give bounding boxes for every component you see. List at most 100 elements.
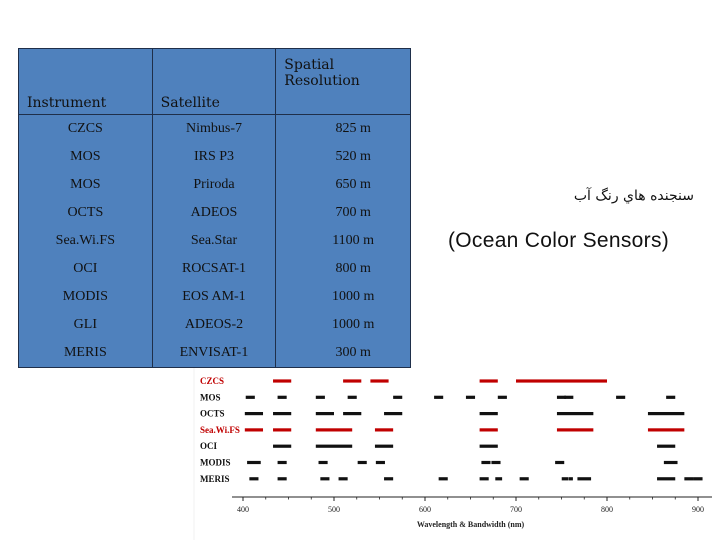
persian-title: سنجنده هاي رنگ آب xyxy=(573,188,694,204)
resolution-cell: 300 m xyxy=(275,339,411,368)
band-bar xyxy=(277,477,287,481)
band-bar xyxy=(384,477,394,481)
band-bar xyxy=(519,477,529,481)
satellite-cell: Priroda xyxy=(152,171,277,199)
band-bar xyxy=(374,444,394,448)
instrument-cell: MOS xyxy=(18,171,153,199)
band-bar xyxy=(338,477,348,481)
sensor-row-label: OCI xyxy=(200,441,218,451)
band-bar xyxy=(479,477,489,481)
band-bar xyxy=(315,428,334,432)
band-bar xyxy=(315,395,325,399)
instrument-cell: OCI xyxy=(18,255,153,283)
satellite-cell: Sea.Star xyxy=(152,227,277,255)
english-title: (Ocean Color Sensors) xyxy=(448,229,670,252)
band-bar xyxy=(561,477,569,481)
table-row: MOS Priroda 650 m xyxy=(18,171,411,199)
band-bar xyxy=(320,477,330,481)
header-instrument: Instrument xyxy=(18,48,153,115)
sensor-row-label: MODIS xyxy=(200,458,231,468)
table-row: GLI ADEOS-2 1000 m xyxy=(18,311,411,339)
band-bar xyxy=(277,395,287,399)
band-bar xyxy=(556,428,594,432)
band-bar xyxy=(434,395,444,399)
header-spatial-resolution: Spatial Resolution xyxy=(275,48,411,115)
band-bar xyxy=(273,444,292,448)
band-bar xyxy=(347,395,357,399)
band-bar xyxy=(438,477,448,481)
satellite-cell: ROCSAT-1 xyxy=(152,255,277,283)
band-bar xyxy=(277,460,287,465)
band-bar xyxy=(465,395,476,399)
band-bar xyxy=(479,412,498,416)
table-body: CZCS Nimbus-7 825 m MOS IRS P3 520 m MOS Prirod… xyxy=(18,114,411,368)
resolution-cell: 700 m xyxy=(275,199,411,227)
band-bar xyxy=(245,395,255,399)
x-tick-label: 500 xyxy=(328,505,340,514)
table-row: MERIS ENVISAT-1 300 m xyxy=(18,339,411,368)
satellite-cell: ENVISAT-1 xyxy=(152,339,277,368)
table-row: CZCS Nimbus-7 825 m xyxy=(18,114,411,143)
satellite-cell: Nimbus-7 xyxy=(152,114,277,143)
sensor-row-label: CZCS xyxy=(200,376,224,386)
band-bar xyxy=(315,412,334,416)
band-bar xyxy=(556,412,594,416)
band-bar xyxy=(374,428,394,432)
header-satellite: Satellite xyxy=(151,48,277,115)
band-bar xyxy=(343,412,362,416)
band-bar xyxy=(357,460,367,465)
satellite-cell: ADEOS xyxy=(152,199,277,227)
instrument-cell: MODIS xyxy=(18,283,153,311)
band-bar xyxy=(556,395,567,399)
resolution-cell: 1000 m xyxy=(275,283,411,311)
satellite-cell: IRS P3 xyxy=(152,143,277,171)
band-bar xyxy=(370,379,389,383)
instrument-cell: MOS xyxy=(18,143,153,171)
instrument-cell: MERIS xyxy=(18,339,153,368)
band-bar xyxy=(684,477,694,481)
band-bar xyxy=(273,428,292,432)
x-tick-label: 900 xyxy=(692,505,704,514)
resolution-cell: 650 m xyxy=(275,171,411,199)
band-bar xyxy=(244,412,264,416)
band-bar xyxy=(647,428,685,432)
band-bar xyxy=(479,444,498,448)
band-bar xyxy=(663,460,678,465)
band-bar xyxy=(393,395,403,399)
satellite-cell: EOS AM-1 xyxy=(152,283,277,311)
band-bar xyxy=(616,395,626,399)
band-bar xyxy=(568,477,573,481)
chart-panel xyxy=(194,368,720,540)
band-bar xyxy=(479,428,498,432)
x-tick-label: 600 xyxy=(419,505,431,514)
band-bar xyxy=(247,460,261,465)
x-axis-title: Wavelength & Bandwidth (nm) xyxy=(417,520,525,529)
band-bar xyxy=(693,477,703,481)
band-bar xyxy=(657,444,676,448)
band-bar xyxy=(497,395,507,399)
band-bar xyxy=(343,379,362,383)
band-bar xyxy=(495,477,503,481)
band-bar xyxy=(273,379,292,383)
sensor-table: Instrument Satellite Spatial Resolution … xyxy=(18,48,411,368)
band-bar xyxy=(657,477,676,481)
resolution-cell: 1100 m xyxy=(275,227,411,255)
resolution-cell: 825 m xyxy=(275,114,411,143)
table-row: MODIS EOS AM-1 1000 m xyxy=(18,283,411,311)
instrument-cell: OCTS xyxy=(18,199,153,227)
band-bar xyxy=(244,428,264,432)
band-bar xyxy=(318,460,328,465)
band-bar xyxy=(384,412,403,416)
satellite-cell: ADEOS-2 xyxy=(152,311,277,339)
x-tick-label: 700 xyxy=(510,505,522,514)
band-bar xyxy=(334,428,353,432)
table-row: MOS IRS P3 520 m xyxy=(18,143,411,171)
band-bar xyxy=(564,395,574,399)
band-bar xyxy=(516,379,607,383)
band-bar xyxy=(666,395,676,399)
instrument-cell: Sea.Wi.FS xyxy=(18,227,153,255)
resolution-cell: 520 m xyxy=(275,143,411,171)
band-bar xyxy=(315,444,334,448)
instrument-cell: CZCS xyxy=(18,114,153,143)
sensor-row-label: MOS xyxy=(200,392,221,402)
